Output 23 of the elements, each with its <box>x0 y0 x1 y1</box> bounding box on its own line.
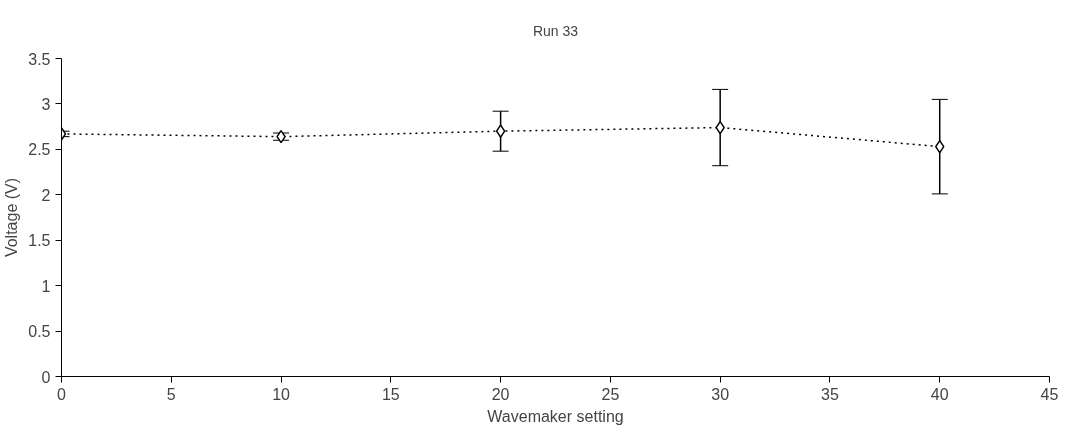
x-tick-label: 25 <box>601 385 620 403</box>
y-tick-label: 1 <box>41 277 51 295</box>
point <box>934 139 945 154</box>
y-tick-label: 2 <box>41 186 51 204</box>
x-tick-label: 30 <box>711 385 730 403</box>
x-tick-label: 45 <box>1040 385 1059 403</box>
x-tick-label: 5 <box>166 385 176 403</box>
x-tick-label: 0 <box>57 385 67 403</box>
y-tick-label: 3.5 <box>28 50 51 68</box>
point <box>495 124 506 138</box>
y-tick-label: 0.5 <box>28 323 51 341</box>
x-axis-title: Wavemaker setting <box>487 407 624 425</box>
y-axis-title: Voltage (V) <box>3 177 21 258</box>
y-tick-label: 1.5 <box>28 232 51 250</box>
x-tick-label: 15 <box>381 385 400 403</box>
x-tick-label: 40 <box>930 385 949 403</box>
y-tick-label: 2.5 <box>28 141 51 159</box>
y-tick-label: 3 <box>41 95 51 113</box>
y-tick-label: 0 <box>41 368 51 386</box>
x-tick-label: 20 <box>491 385 510 403</box>
x-tick-label: 10 <box>272 385 291 403</box>
chart-title: Run 33 <box>532 22 579 39</box>
x-tick-label: 35 <box>821 385 839 403</box>
